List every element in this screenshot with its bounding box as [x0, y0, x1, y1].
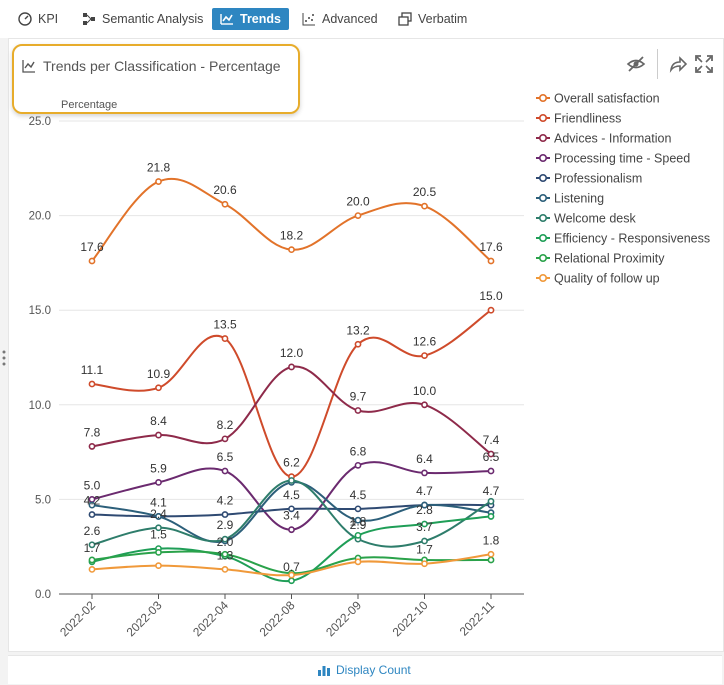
- display-count-button[interactable]: Display Count: [318, 663, 411, 677]
- hide-icon[interactable]: [626, 54, 646, 74]
- chart-panel: Trends per Classification - Percentage P…: [8, 38, 724, 652]
- tab-verbatim[interactable]: Verbatim: [398, 8, 467, 30]
- tab-trends[interactable]: Trends: [212, 8, 289, 30]
- toolbar-divider: [657, 49, 658, 79]
- chart-title: Trends per Classification - Percentage: [43, 58, 281, 74]
- title-highlight: [12, 44, 300, 114]
- windows-icon: [398, 12, 412, 26]
- trend-icon: [22, 60, 35, 73]
- tab-label: Advanced: [322, 12, 378, 26]
- tab-label: Semantic Analysis: [102, 12, 204, 26]
- tab-semantic-analysis[interactable]: Semantic Analysis: [82, 8, 203, 30]
- resize-handle[interactable]: [2, 350, 6, 366]
- display-count-label: Display Count: [336, 663, 411, 677]
- network-icon: [83, 13, 95, 25]
- gauge-icon: [18, 12, 32, 26]
- tab-advanced[interactable]: Advanced: [302, 8, 378, 30]
- trend-icon: [220, 14, 233, 25]
- tab-label: Verbatim: [418, 12, 468, 26]
- share-icon[interactable]: [668, 54, 688, 74]
- fullscreen-icon[interactable]: [694, 54, 714, 74]
- footer-bar: Display Count: [8, 655, 722, 684]
- tab-kpi[interactable]: KPI: [18, 8, 58, 30]
- scatter-icon: [302, 13, 315, 26]
- bar-chart-icon: [318, 666, 330, 676]
- y-axis-label: Percentage: [61, 99, 118, 111]
- tab-bar: KPI Semantic Analysis Trends Advanced Ve…: [0, 0, 724, 38]
- tab-label: Trends: [240, 12, 281, 26]
- tab-label: KPI: [38, 12, 59, 26]
